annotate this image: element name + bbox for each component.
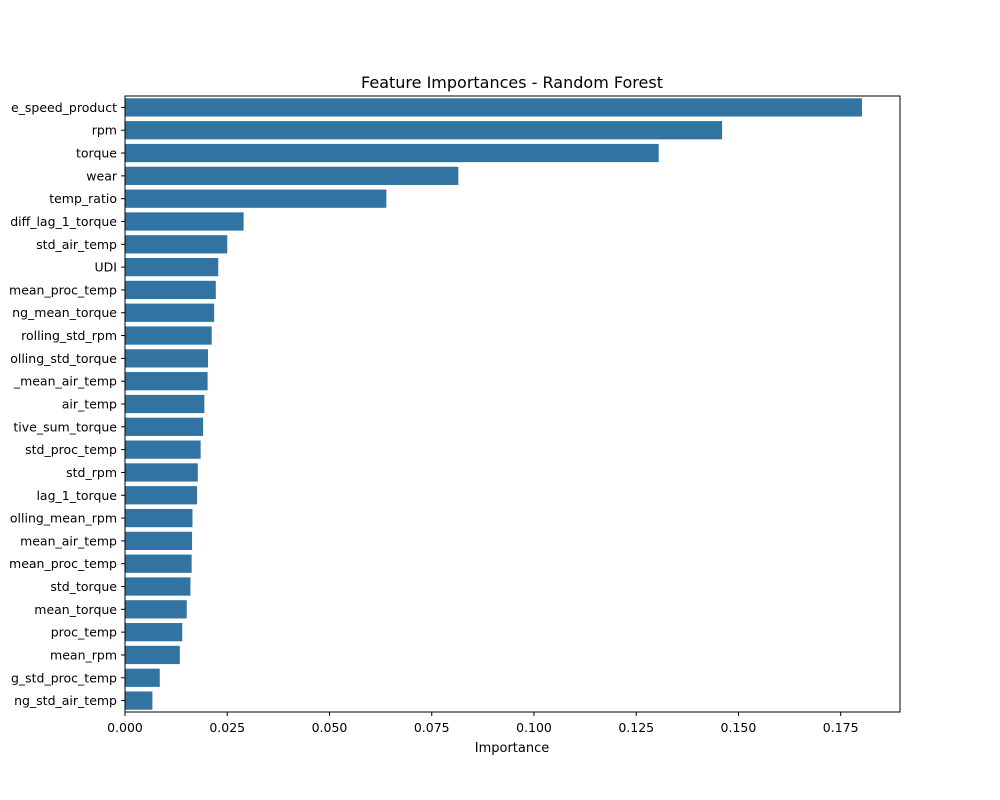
y-tick-label: diff_lag_1_torque — [10, 214, 117, 229]
y-tick-label: mean_rpm — [50, 647, 117, 662]
y-tick-label: mean_torque — [34, 602, 117, 617]
x-tick-label: 0.100 — [516, 720, 552, 735]
x-tick-label: 0.175 — [823, 720, 859, 735]
y-tick-label: ng_std_air_temp — [14, 693, 117, 708]
y-tick-label: olling_std_torque — [10, 351, 117, 366]
x-tick-label: 0.050 — [312, 720, 348, 735]
bar — [125, 189, 387, 208]
bar — [125, 508, 193, 528]
x-tick-label: 0.150 — [721, 720, 757, 735]
y-tick-label: std_proc_temp — [25, 442, 117, 457]
bar — [125, 417, 204, 436]
x-tick-label: 0.125 — [618, 720, 654, 735]
y-tick-label: std_rpm — [66, 465, 117, 480]
x-tick-label: 0.075 — [414, 720, 450, 735]
bar — [125, 280, 216, 300]
bar — [125, 577, 191, 596]
y-tick-label: temp_ratio — [49, 191, 117, 206]
y-tick-label: rolling_std_rpm — [21, 328, 117, 343]
bar — [125, 554, 192, 573]
bar — [125, 623, 183, 642]
bar — [125, 326, 212, 345]
bar — [125, 394, 205, 414]
bar — [125, 212, 244, 231]
y-tick-label: proc_temp — [51, 625, 117, 640]
bar — [125, 257, 219, 277]
y-tick-label: rpm — [92, 123, 117, 138]
bar — [125, 463, 198, 482]
y-tick-label: wear — [86, 168, 118, 183]
y-tick-label: olling_mean_rpm — [10, 511, 117, 526]
bar — [125, 98, 862, 117]
y-tick-label: _mean_air_temp — [13, 374, 117, 389]
y-tick-label: air_temp — [62, 397, 117, 412]
bar — [125, 668, 160, 687]
bar — [125, 121, 723, 140]
bar — [125, 372, 208, 391]
y-tick-label: mean_proc_temp — [9, 282, 117, 297]
bar — [125, 600, 187, 619]
y-tick-label: tive_sum_torque — [13, 419, 117, 434]
plot-frame — [124, 95, 901, 713]
y-tick-label: mean_proc_temp — [9, 556, 117, 571]
bar — [125, 235, 228, 254]
bar — [125, 645, 180, 665]
y-tick-label: ng_mean_torque — [12, 305, 117, 320]
chart-title: Feature Importances - Random Forest — [361, 73, 663, 92]
y-tick-label: lag_1_torque — [36, 488, 117, 503]
x-tick-label: 0.025 — [209, 720, 245, 735]
x-axis: 0.000 0.025 0.050 0.075 0.100 0.125 0.150 0.175 — [107, 712, 859, 735]
y-tick-label: UDI — [95, 260, 117, 275]
x-tick-label: 0.000 — [107, 720, 143, 735]
y-tick-label: std_air_temp — [36, 237, 117, 252]
bar — [125, 166, 459, 185]
bar — [125, 486, 197, 505]
bars-group — [125, 98, 862, 710]
bar — [125, 440, 201, 459]
y-tick-label: torque — [76, 146, 117, 161]
bar — [125, 349, 209, 368]
bar — [125, 303, 215, 322]
x-axis-label: Importance — [475, 741, 550, 756]
bar — [125, 691, 153, 710]
bar — [125, 531, 193, 551]
y-tick-label: g_std_proc_temp — [11, 670, 117, 685]
y-tick-label: mean_air_temp — [20, 533, 117, 548]
bar — [125, 143, 659, 163]
y-tick-label: e_speed_product — [11, 100, 117, 115]
y-tick-label: std_torque — [50, 579, 117, 594]
